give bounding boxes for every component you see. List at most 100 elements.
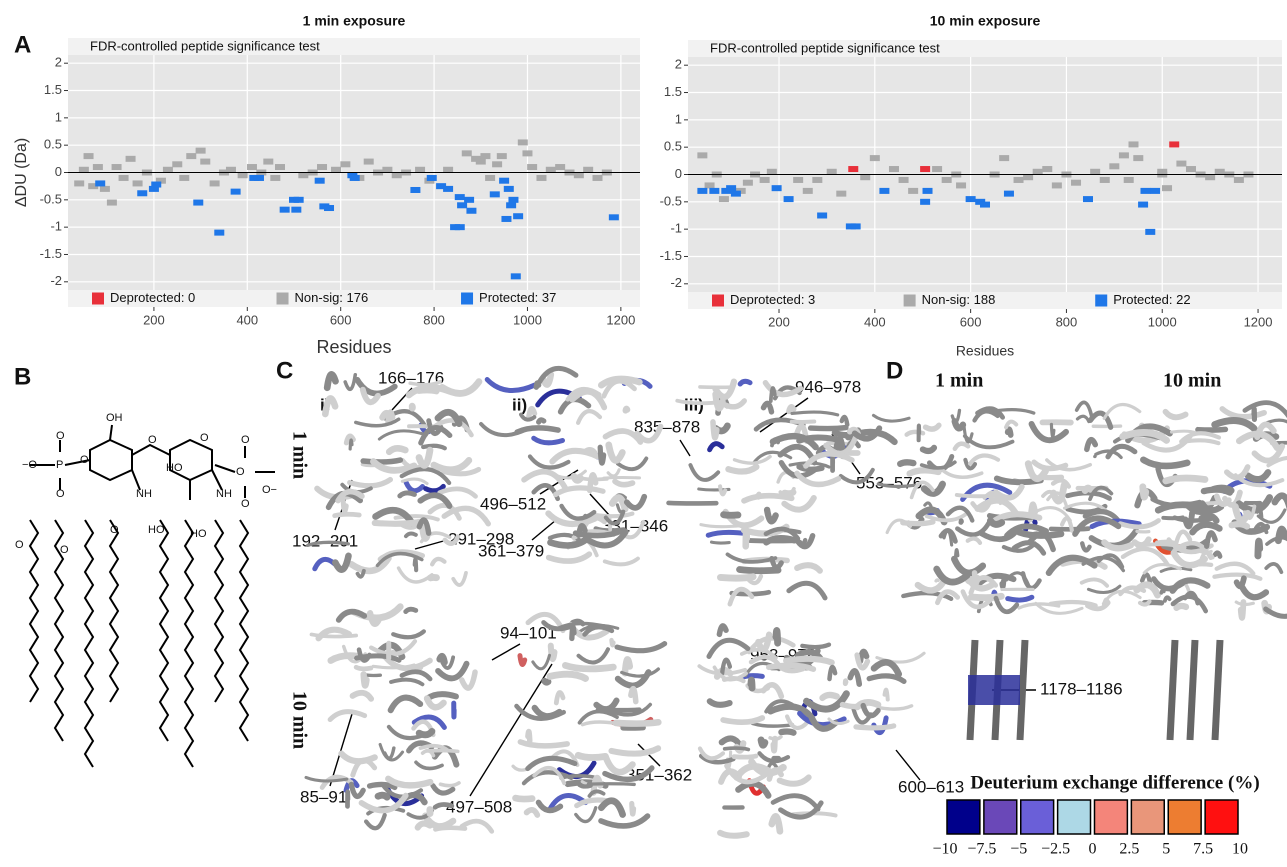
ribbon (770, 735, 778, 754)
peptide-mark (879, 187, 890, 194)
ribbon (1101, 539, 1135, 552)
ribbon (582, 447, 598, 457)
peptide-mark (592, 174, 603, 181)
stalk (1211, 639, 1224, 741)
ribbon (358, 792, 409, 814)
ribbon (1213, 493, 1232, 508)
ribbon (385, 775, 434, 789)
ribbon (423, 483, 446, 494)
ribbon (781, 489, 797, 497)
ribbon (612, 478, 636, 488)
color-swatch (1204, 799, 1239, 835)
ribbon (545, 510, 598, 527)
peptide-mark (908, 187, 919, 194)
ribbon (972, 409, 1000, 423)
ribbon (621, 656, 634, 677)
chart-subtitle: FDR-controlled peptide significance test (90, 38, 320, 53)
ribbon (955, 520, 992, 538)
ribbon (602, 765, 655, 783)
peptide-mark (506, 202, 517, 209)
ribbon (1169, 429, 1199, 435)
legend-label: Non-sig: 188 (922, 292, 996, 307)
chart-title: 10 min exposure (930, 13, 1041, 29)
ribbon (602, 475, 642, 480)
ribbon (857, 648, 870, 665)
ribbon (598, 813, 651, 829)
ribbon (340, 498, 349, 514)
colorbar-tick-label: −2.5 (1041, 841, 1070, 858)
ribbon (545, 551, 593, 564)
structure-title: 1 min (935, 370, 983, 392)
ribbon (923, 501, 933, 509)
x-tick-label: 200 (143, 312, 165, 327)
peptide-mark (1150, 187, 1161, 194)
x-tick-label: 1200 (606, 312, 635, 327)
peptide-mark (1233, 176, 1244, 183)
peptide-mark (237, 172, 248, 179)
ribbon (532, 765, 567, 786)
panel-label: D (886, 357, 903, 384)
ribbon (720, 715, 766, 726)
color-swatch (1093, 799, 1129, 835)
ribbon (623, 493, 648, 511)
ribbon (575, 523, 588, 538)
ribbon (1140, 456, 1191, 470)
ribbon (968, 453, 1001, 466)
ribbon (768, 735, 783, 741)
peptide-mark (475, 158, 486, 165)
peptide-mark (83, 153, 94, 160)
peptide-mark (111, 164, 122, 171)
ribbon (332, 511, 362, 519)
ribbon (387, 694, 424, 714)
ribbon (1235, 494, 1274, 514)
stalk (1166, 639, 1179, 741)
region-label: 946–978 (795, 377, 861, 396)
ribbon (1004, 523, 1049, 539)
peptide-mark (1205, 174, 1216, 181)
ribbon (519, 412, 537, 422)
ribbon (1037, 474, 1065, 481)
color-swatch (1056, 799, 1092, 835)
ribbon (421, 812, 457, 830)
ribbon (717, 573, 757, 582)
ribbon (479, 422, 529, 438)
y-tick-label: 0 (55, 164, 62, 179)
peptide-mark (1051, 182, 1062, 189)
ribbon (924, 510, 971, 523)
row-label: 10 min (288, 691, 310, 749)
color-swatch (983, 799, 1018, 835)
ribbon (574, 751, 609, 761)
ribbon (622, 405, 631, 414)
y-axis-label: ΔDU (Da) (13, 138, 30, 207)
ribbon (1254, 537, 1264, 560)
ribbon (592, 511, 635, 519)
ribbon (1266, 456, 1287, 468)
ribbon (1162, 408, 1189, 421)
ribbon (393, 514, 440, 522)
ribbon (354, 417, 401, 428)
y-tick-label: -1 (670, 221, 682, 236)
ribbon (1242, 504, 1257, 520)
peptide-mark (1169, 141, 1180, 148)
ribbon (441, 505, 491, 527)
ribbon (536, 417, 547, 425)
peptide-mark (1082, 196, 1093, 203)
peptide-mark (527, 164, 538, 171)
x-tick-label: 400 (236, 312, 258, 327)
region-label: 361–379 (478, 541, 544, 560)
ribbon (343, 433, 356, 446)
ribbon (993, 595, 1020, 615)
ribbon (576, 647, 611, 665)
ribbon (906, 467, 942, 477)
ribbon (612, 719, 662, 727)
ribbon (547, 536, 590, 549)
ribbon (718, 735, 744, 750)
peptide-mark (1032, 168, 1043, 175)
ribbon (999, 577, 1007, 590)
peptide-mark (99, 185, 110, 192)
ribbon (372, 506, 416, 527)
ribbon (786, 580, 828, 601)
peptide-mark (382, 166, 393, 173)
y-tick-label: 1 (675, 111, 682, 126)
ribbon (421, 443, 447, 451)
